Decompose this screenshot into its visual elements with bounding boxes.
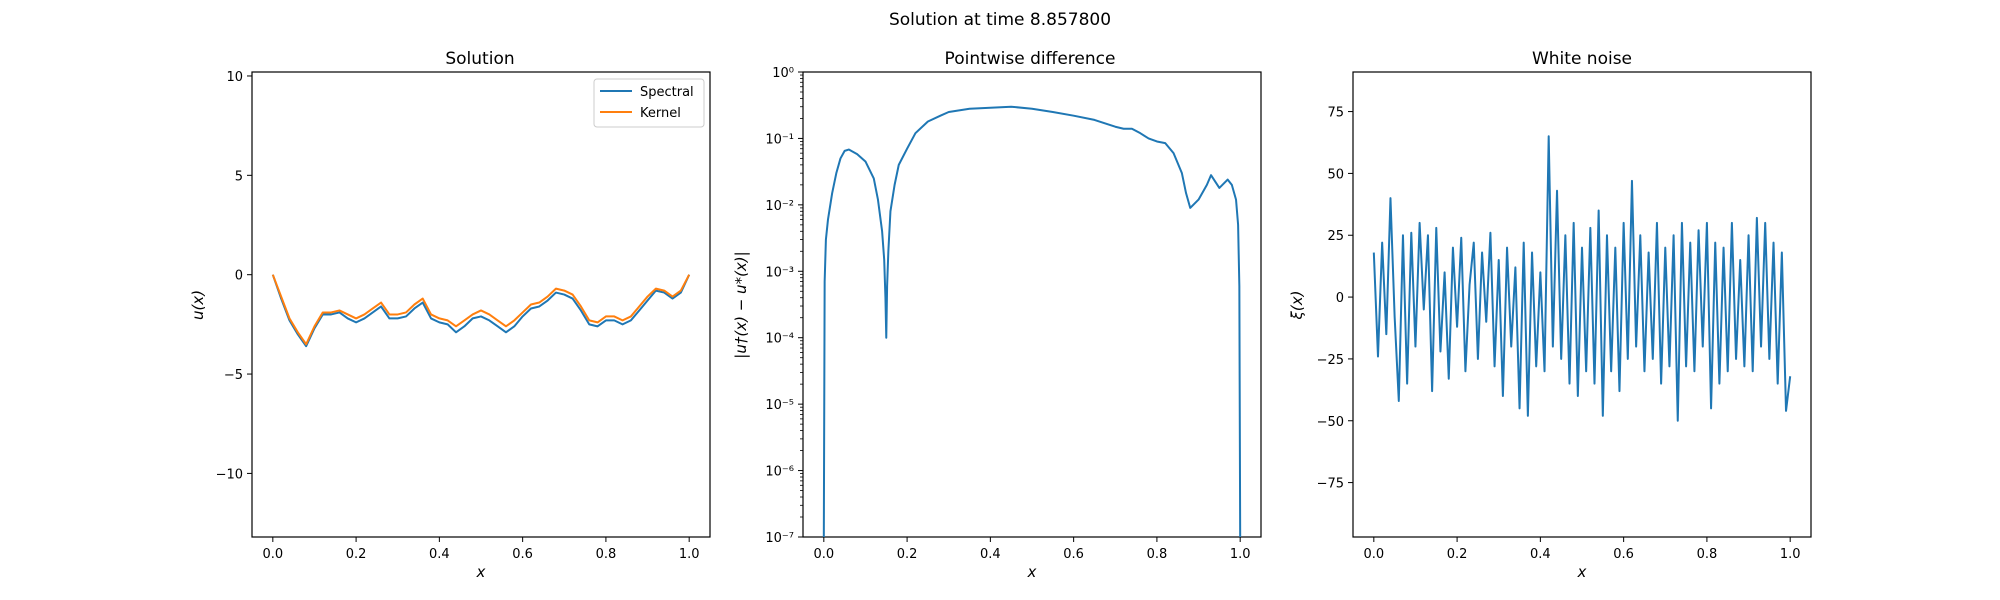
y-tick-label: 10⁻² (765, 199, 794, 214)
xticks-noise: 0.0 0.2 0.4 0.6 0.8 1.0 (1363, 537, 1801, 562)
lines-noise (1372, 135, 1792, 422)
panel-title-difference: Pointwise difference (945, 49, 1116, 69)
plot-frame-noise (1352, 71, 1812, 538)
panel-title-noise: White noise (1532, 49, 1632, 69)
y-tick-label: −10 (216, 467, 243, 482)
y-tick-label: 10⁻⁵ (765, 398, 794, 413)
xticks-difference: 0.0 0.2 0.4 0.6 0.8 1.0 (813, 537, 1251, 562)
y-tick-label: −75 (1317, 477, 1344, 492)
y-tick-label: 10⁻⁷ (765, 531, 794, 546)
x-tick-label: 0.4 (980, 547, 1001, 562)
y-tick-label: 0 (235, 269, 243, 284)
plot-frame-difference (802, 71, 1262, 538)
x-tick-label: 0.4 (1530, 547, 1551, 562)
x-tick-label: 1.0 (1780, 547, 1801, 562)
xlabel-solution: x (476, 563, 486, 581)
legend: Spectral Kernel (593, 78, 705, 128)
lines-difference (822, 105, 1242, 538)
yticks-solution: 10 5 0 −5 −10 (216, 70, 252, 482)
legend-label-kernel: Kernel (640, 106, 681, 121)
x-tick-label: 0.8 (1147, 547, 1168, 562)
y-tick-label: 10 (226, 70, 243, 85)
xlabel-noise: x (1577, 563, 1587, 581)
y-tick-label: 10⁰ (772, 66, 794, 81)
x-tick-label: 1.0 (679, 547, 700, 562)
x-tick-label: 0.6 (1613, 547, 1634, 562)
plot-frame-solution (251, 71, 711, 538)
xlabel-difference: x (1027, 563, 1037, 581)
y-tick-label: 10⁻¹ (765, 132, 794, 147)
series-line-noise-0 (1372, 135, 1792, 422)
y-tick-label: 0 (1336, 291, 1344, 306)
panel-noise: White noise 0.0 0.2 0.4 0.6 0.8 1.0 75 50 25 0 −2… (1288, 49, 1812, 581)
x-tick-label: 0.2 (1447, 547, 1468, 562)
x-tick-label: 0.2 (346, 547, 367, 562)
y-tick-label: 25 (1327, 229, 1344, 244)
series-line-solution-1 (271, 274, 691, 346)
y-tick-label: −50 (1317, 415, 1344, 430)
y-tick-label: 5 (235, 169, 243, 184)
y-tick-label: −25 (1317, 353, 1344, 368)
x-tick-label: 1.0 (1230, 547, 1251, 562)
x-tick-label: 0.8 (1697, 547, 1718, 562)
x-tick-label: 0.0 (262, 547, 283, 562)
panel-difference: Pointwise difference 0.0 0.2 0.4 0.6 0.8 1.0 … (732, 49, 1262, 581)
series-line-solution-0 (271, 274, 691, 348)
y-tick-label: 10⁻³ (765, 265, 794, 280)
lines-solution (271, 274, 691, 348)
x-tick-label: 0.0 (1363, 547, 1384, 562)
panel-title-solution: Solution (445, 49, 514, 69)
yticks-noise: 75 50 25 0 −25 −50 −75 (1317, 106, 1353, 492)
ylabel-difference: |u†(x) − u*(x)| (732, 251, 750, 358)
yticks-difference: 10⁰ 10⁻¹ 10⁻² 10⁻³ 10⁻⁴ 10⁻⁵ 10⁻⁶ 10⁻⁷ (765, 66, 803, 546)
figure-suptitle: Solution at time 8.857800 (889, 10, 1111, 30)
ylabel-noise: ξ(x) (1288, 291, 1306, 321)
x-tick-label: 0.6 (512, 547, 533, 562)
x-tick-label: 0.4 (429, 547, 450, 562)
y-tick-label: 50 (1327, 167, 1344, 182)
x-tick-label: 0.8 (596, 547, 617, 562)
x-tick-label: 0.0 (813, 547, 834, 562)
y-tick-label: 10⁻⁶ (765, 465, 794, 480)
x-tick-label: 0.6 (1063, 547, 1084, 562)
xticks-solution: 0.0 0.2 0.4 0.6 0.8 1.0 (262, 537, 700, 562)
ylabel-solution: u(x) (189, 290, 207, 320)
series-line-difference-0 (822, 105, 1242, 538)
x-tick-label: 0.2 (897, 547, 918, 562)
y-tick-label: 10⁻⁴ (765, 332, 794, 347)
y-tick-label: 75 (1327, 106, 1344, 121)
legend-label-spectral: Spectral (640, 85, 694, 100)
y-tick-label: −5 (224, 368, 243, 383)
